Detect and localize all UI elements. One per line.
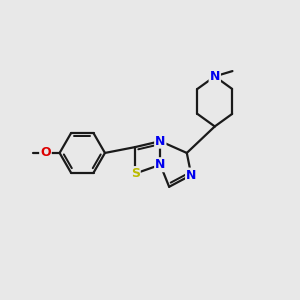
Text: N: N [186, 169, 196, 182]
Text: S: S [131, 167, 140, 180]
Text: N: N [155, 135, 166, 148]
Text: N: N [210, 70, 220, 83]
Text: O: O [40, 146, 51, 159]
Text: N: N [155, 158, 166, 171]
